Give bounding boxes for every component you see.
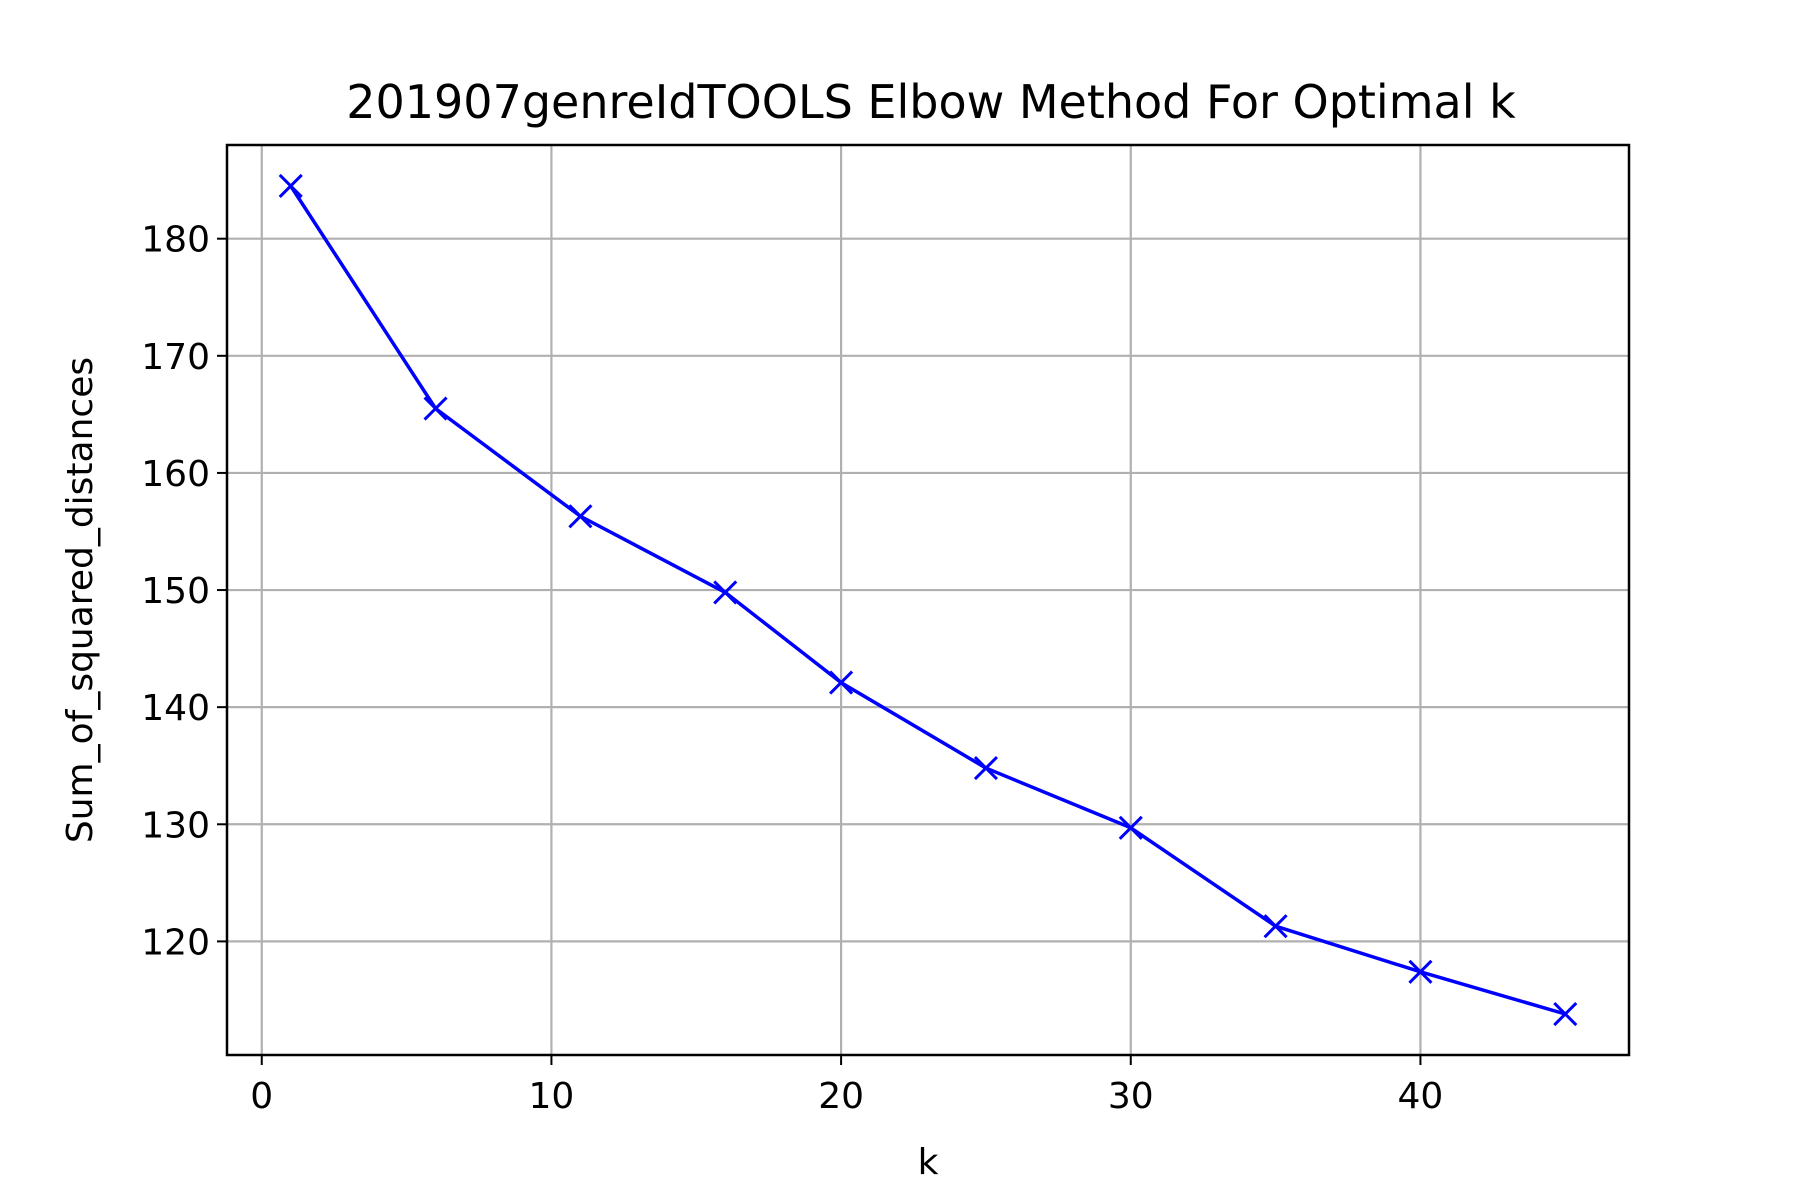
y-axis-label: Sum_of_squared_distances	[60, 357, 101, 843]
x-tick-label: 40	[1398, 1076, 1444, 1117]
y-tick-label: 170	[141, 337, 210, 378]
data-point-marker	[1263, 914, 1288, 939]
data-point-marker	[278, 173, 303, 199]
y-tick-label: 180	[141, 220, 210, 261]
x-tick-label: 20	[818, 1076, 864, 1117]
axes-frame	[225, 143, 1631, 1057]
data-point-marker	[423, 396, 448, 421]
data-point-marker	[829, 670, 854, 695]
x-tick-label: 30	[1108, 1076, 1154, 1117]
y-tick-label: 160	[141, 454, 210, 495]
y-tick-label: 120	[141, 922, 210, 963]
data-point-marker	[713, 580, 738, 605]
x-tick-label: 10	[529, 1076, 575, 1117]
data-point-marker	[1408, 959, 1433, 984]
x-tick-label: 0	[250, 1076, 273, 1117]
tick-layer: 0 10 20 30 40 120 130 140 150 160 170 180	[141, 220, 1443, 1117]
series-layer	[278, 173, 1578, 1027]
x-axis-label: k	[918, 1142, 939, 1183]
series-line	[288, 183, 1568, 1017]
data-point-marker	[1553, 1001, 1578, 1027]
data-point-marker	[1118, 815, 1143, 840]
y-tick-label: 140	[141, 688, 210, 729]
y-tick-label: 150	[141, 571, 210, 612]
chart-title: 201907genreIdTOOLS Elbow Method For Opti…	[346, 75, 1516, 129]
grid-lines	[227, 145, 1629, 1055]
data-point-marker	[568, 504, 593, 529]
y-tick-label: 130	[141, 805, 210, 846]
data-point-marker	[973, 756, 998, 781]
